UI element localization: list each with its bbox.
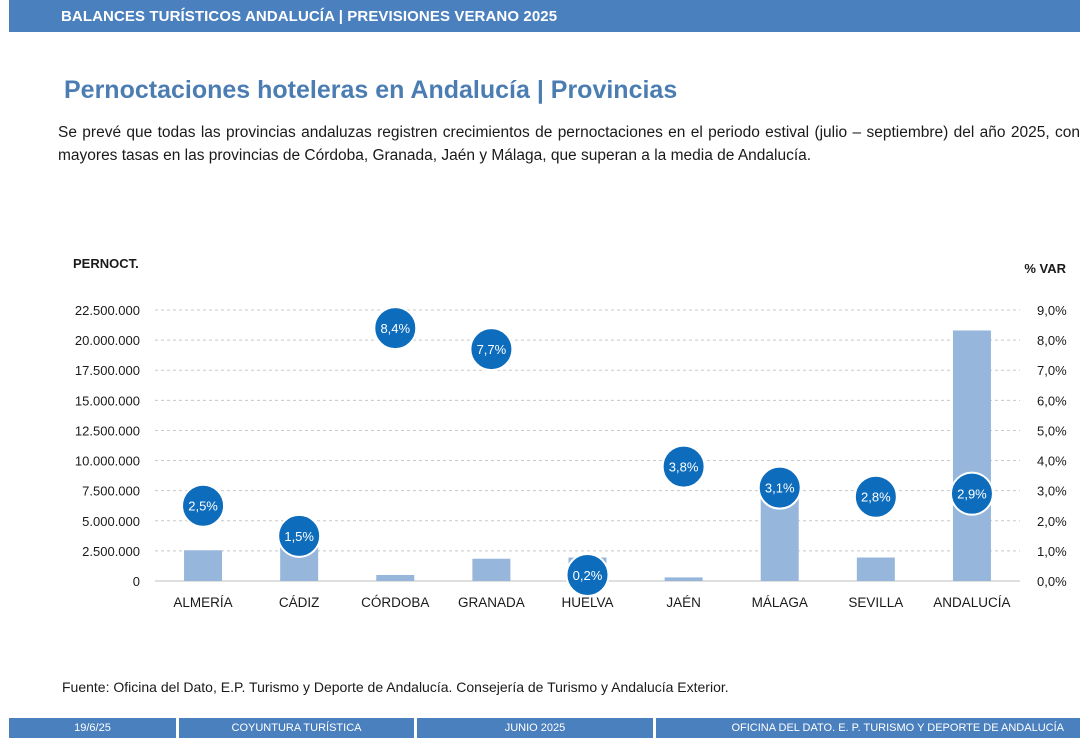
y-tick-label: 22.500.000 [75, 303, 140, 318]
y2-tick-label: 2,0% [1037, 514, 1067, 529]
page-title: Pernoctaciones hoteleras en Andalucía | … [64, 76, 678, 104]
y-tick-label: 17.500.000 [75, 363, 140, 378]
y2-tick-label: 3,0% [1037, 484, 1067, 499]
y-tick-label: 20.000.000 [75, 333, 140, 348]
footer-bar: 19/6/25 COYUNTURA TURÍSTICA JUNIO 2025 O… [9, 718, 1080, 738]
y2-tick-label: 9,0% [1037, 303, 1067, 318]
pct-bubble [949, 471, 994, 516]
footer-month: JUNIO 2025 [417, 718, 656, 738]
pct-bubble [469, 327, 514, 372]
top-banner: BALANCES TURÍSTICOS ANDALUCÍA | PREVISIO… [9, 0, 1080, 32]
bar [376, 574, 415, 581]
x-tick-label: CÓRDOBA [361, 595, 429, 610]
y-tick-label: 12.500.000 [75, 423, 140, 438]
data-label: 1,5% [284, 529, 314, 544]
y2-tick-label: 7,0% [1037, 363, 1067, 378]
y-tick-label: 10.000.000 [75, 454, 140, 469]
pct-bubble [181, 483, 226, 528]
bar [856, 557, 895, 581]
y2-tick-label: 5,0% [1037, 423, 1067, 438]
data-label: 3,1% [765, 481, 795, 496]
x-tick-label: JAÉN [666, 595, 701, 610]
data-label: 3,8% [669, 460, 699, 475]
bar [664, 577, 703, 581]
y-tick-label: 7.500.000 [82, 484, 140, 499]
data-label: 2,5% [188, 499, 218, 514]
footer-date: 19/6/25 [9, 718, 179, 738]
banner-title: BALANCES TURÍSTICOS ANDALUCÍA | PREVISIO… [61, 8, 558, 25]
bar [472, 558, 511, 581]
pct-bubble [277, 513, 322, 558]
footer-section: COYUNTURA TURÍSTICA [179, 718, 417, 738]
pct-bubble [853, 474, 898, 519]
y-tick-label: 5.000.000 [82, 514, 140, 529]
data-label: 2,8% [861, 490, 891, 505]
y2-tick-label: 4,0% [1037, 454, 1067, 469]
x-tick-label: ALMERÍA [173, 595, 232, 610]
x-tick-label: CÁDIZ [279, 595, 320, 610]
data-label: 2,9% [957, 487, 987, 502]
data-label: 7,7% [477, 342, 507, 357]
source-note: Fuente: Oficina del Dato, E.P. Turismo y… [62, 679, 729, 695]
intro-paragraph: Se prevé que todas las provincias andalu… [58, 124, 1080, 164]
data-label: 8,4% [380, 321, 410, 336]
x-tick-label: ANDALUCÍA [933, 595, 1010, 610]
y2-tick-label: 1,0% [1037, 544, 1067, 559]
x-tick-label: MÁLAGA [752, 595, 808, 610]
y2-tick-label: 6,0% [1037, 393, 1067, 408]
y-tick-label: 0 [133, 574, 140, 589]
y-tick-label: 15.000.000 [75, 393, 140, 408]
footer-org: OFICINA DEL DATO. E. P. TURISMO Y DEPORT… [656, 718, 1080, 738]
y-axis-title: PERNOCT. [73, 256, 139, 271]
x-tick-label: SEVILLA [848, 595, 903, 610]
data-label: 0,2% [573, 568, 603, 583]
bar [184, 550, 223, 581]
pct-bubble [565, 552, 610, 597]
y2-tick-label: 0,0% [1037, 574, 1067, 589]
y-tick-label: 2.500.000 [82, 544, 140, 559]
x-tick-label: HUELVA [561, 595, 613, 610]
pct-bubble [661, 444, 706, 489]
pct-bubble [757, 465, 802, 510]
bar [952, 330, 991, 581]
chart: PERNOCT. % VAR 0 0,0% 2.500.000 1,0% 5.000.000… [73, 256, 1067, 610]
pct-bubble [373, 306, 418, 351]
y2-axis-title: % VAR [1024, 261, 1066, 276]
x-tick-label: GRANADA [458, 595, 525, 610]
y2-tick-label: 8,0% [1037, 333, 1067, 348]
